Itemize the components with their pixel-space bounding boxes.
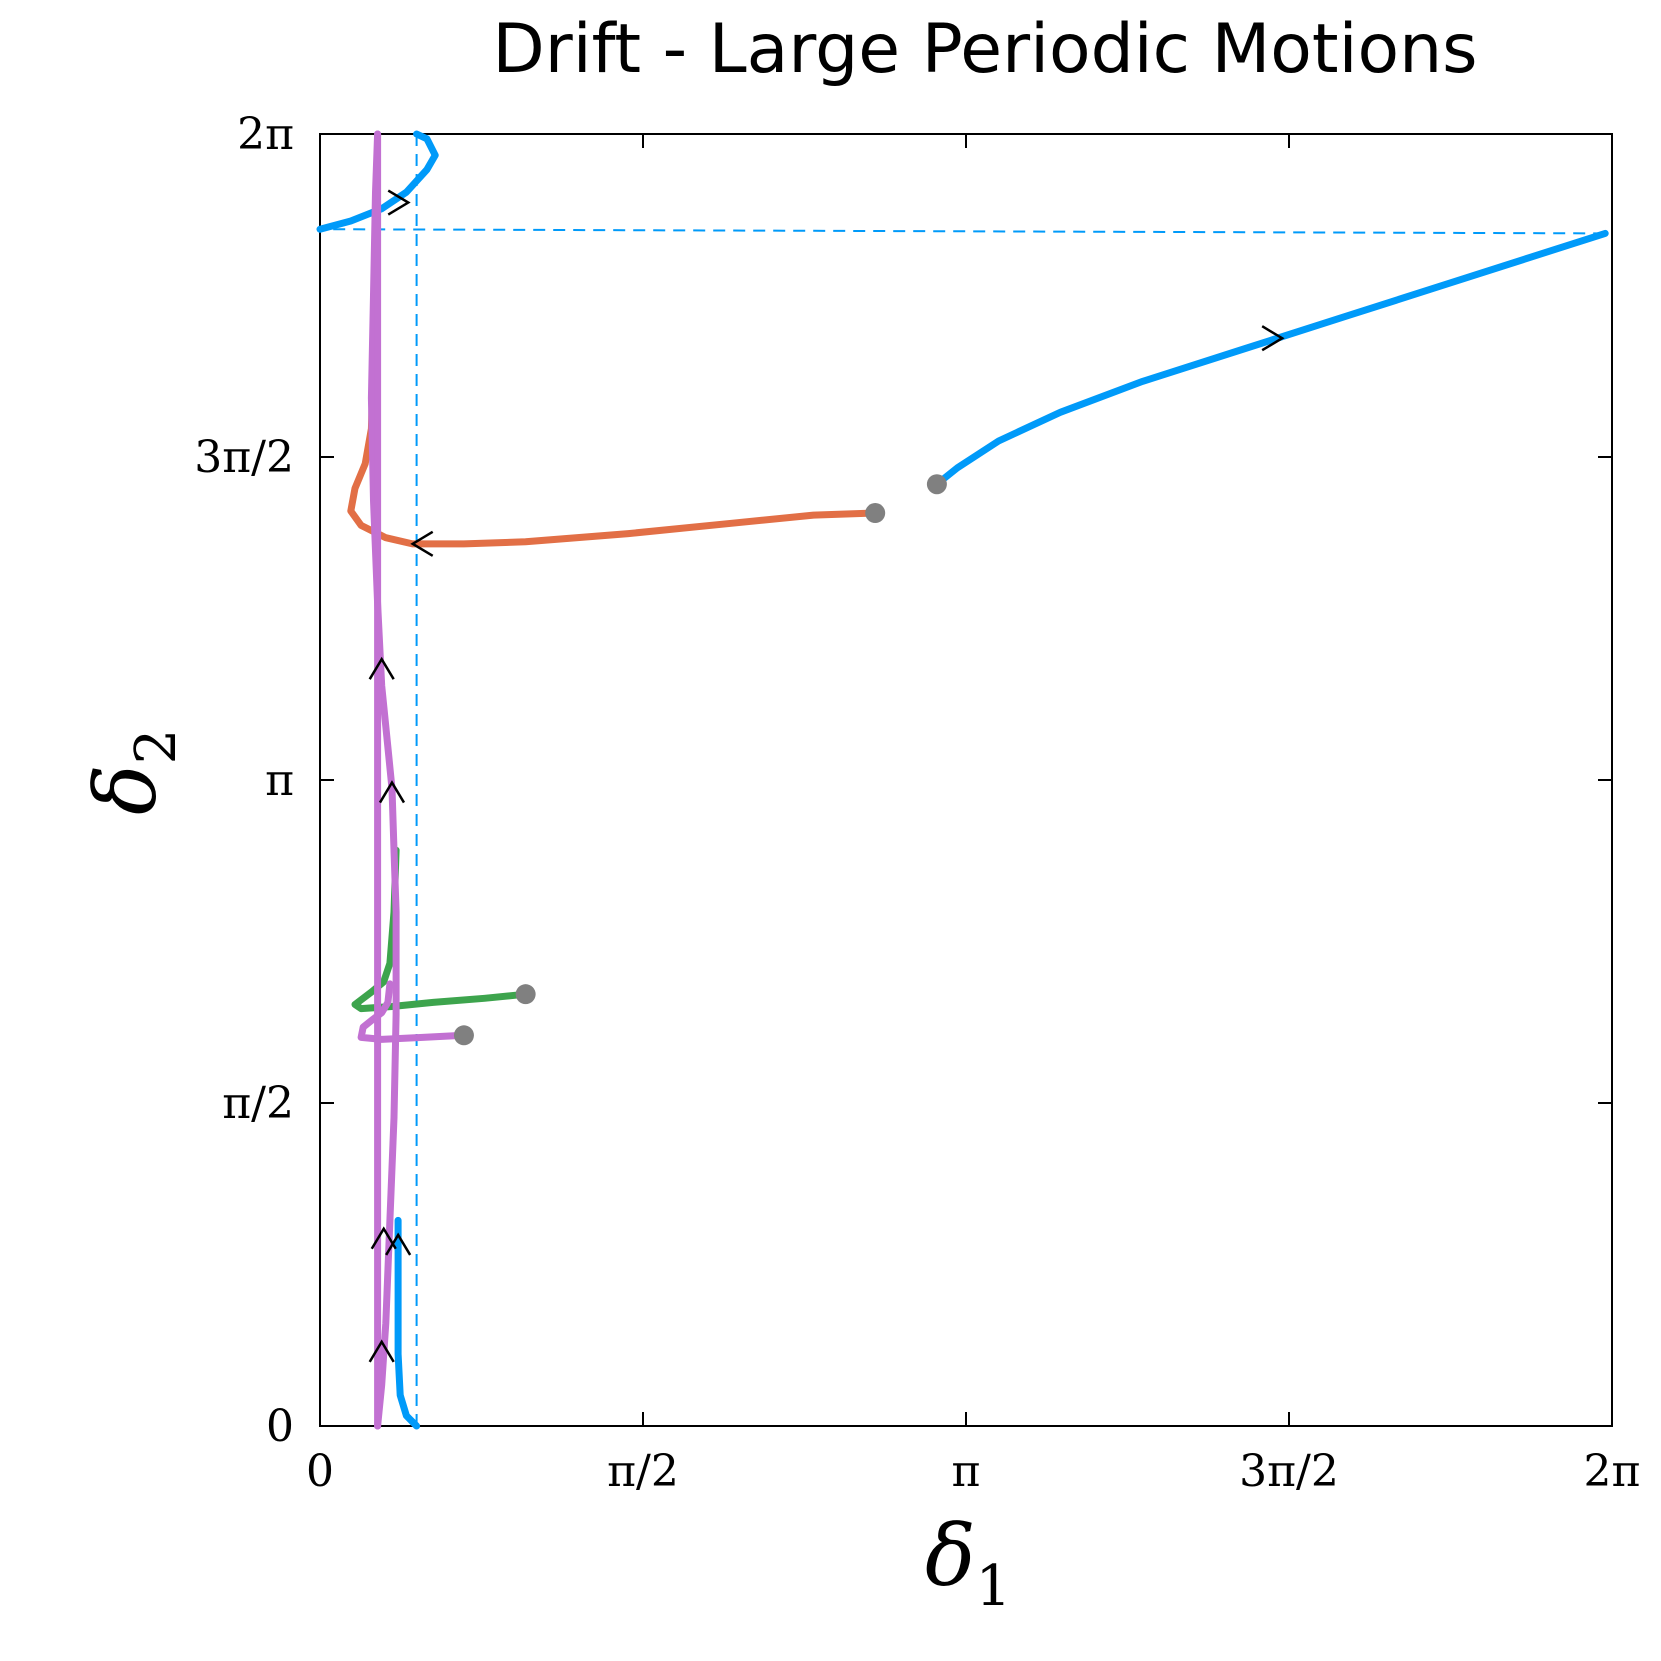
direction-arrow (368, 1339, 395, 1363)
arrow-layer (368, 189, 1285, 1363)
y-tick-label: 0 (266, 1401, 294, 1452)
series-4 (357, 130, 468, 1430)
start-point (865, 503, 886, 524)
x-tick-label: π (952, 1446, 981, 1497)
series-1 (316, 130, 1609, 1430)
x-tick-label: π/2 (607, 1446, 679, 1497)
y-tick-label: 2π (237, 109, 294, 160)
series-3 (351, 846, 530, 1013)
y-tick-label: 3π/2 (194, 432, 294, 483)
y-axis-subscript: 2 (124, 729, 189, 765)
series-1-line (394, 1216, 421, 1430)
series-2 (347, 291, 879, 548)
y-axis-symbol: δ (77, 764, 175, 815)
series-3-line (351, 846, 530, 1013)
x-axis-label: δ1 (925, 1507, 1011, 1619)
x-tick-label: 3π/2 (1239, 1446, 1339, 1497)
direction-arrow (370, 1226, 397, 1250)
y-tick-label: π/2 (222, 1078, 294, 1129)
chart-title: Drift - Large Periodic Motions (492, 10, 1477, 89)
x-axis-symbol: δ (925, 1507, 976, 1605)
series-4-line (357, 980, 468, 1043)
direction-arrow (378, 780, 406, 804)
x-axis-subscript: 1 (976, 1554, 1012, 1619)
start-point (926, 474, 947, 495)
direction-arrow (387, 189, 411, 216)
axis-ticks: 0 π/2 π 3π/2 2π 0 π/2 π 3π/2 2π (194, 109, 1640, 1497)
start-points (453, 474, 947, 1046)
start-point (453, 1025, 474, 1046)
series-1-line (316, 130, 439, 233)
series-1-dashed-segment (319, 228, 1606, 235)
direction-arrow (368, 656, 395, 680)
plot-frame (319, 133, 1613, 1427)
series-layer (316, 130, 1609, 1430)
series-2-line (347, 291, 879, 548)
direction-arrow (410, 530, 434, 557)
y-axis-label: δ2 (77, 729, 189, 815)
y-tick-label: π (265, 755, 294, 806)
x-tick-label: 0 (306, 1446, 334, 1497)
x-tick-label: 2π (1584, 1446, 1641, 1497)
direction-arrow (1261, 325, 1285, 352)
start-point (515, 984, 536, 1005)
direction-arrow (385, 1232, 412, 1256)
series-1-line (933, 229, 1609, 488)
